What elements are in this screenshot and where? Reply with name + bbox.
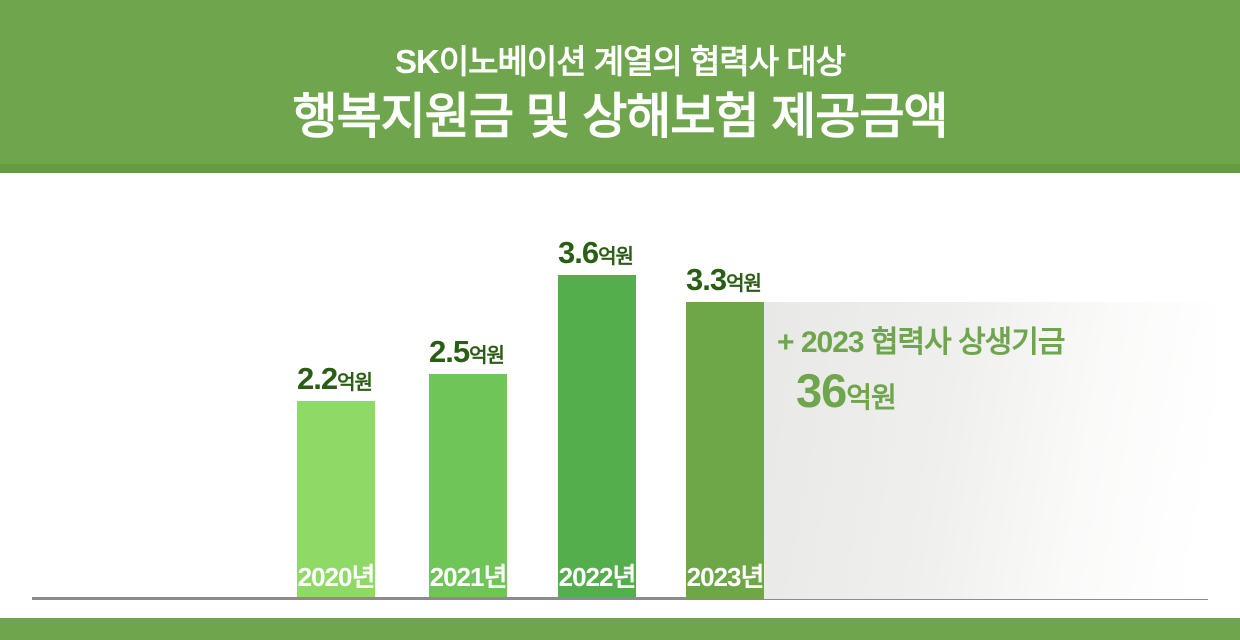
header-banner: SK이노베이션 계열의 협력사 대상 행복지원금 및 상해보험 제공금액: [0, 0, 1240, 173]
bar-year-label: 2020년: [297, 562, 376, 592]
footer-banner: [0, 618, 1240, 640]
bar-value-unit: 억원: [337, 372, 373, 394]
bar-year-label: 2022년: [558, 562, 637, 592]
callout-annotation-amount: 36억원: [763, 361, 1215, 418]
callout-annotation-text: + 2023 협력사 상생기금: [777, 326, 1065, 359]
callout-unit: 억원: [846, 382, 897, 413]
bar-value-unit: 억원: [726, 273, 762, 295]
bar-value-number: 3.6: [558, 235, 599, 270]
bar-value-2022: 3.6억원: [558, 235, 634, 271]
bar-value-2023: 3.3억원: [686, 262, 762, 298]
bar-value-number: 3.3: [686, 262, 727, 297]
bar-value-number: 2.5: [429, 334, 470, 369]
header-bottom-strip: [0, 164, 1240, 173]
callout-number: 36: [796, 364, 847, 417]
bar-2021: 2.5억원 2021년: [429, 334, 508, 599]
bar-year-label: 2023년: [686, 562, 765, 592]
bar-year-label: 2021년: [429, 562, 508, 592]
bar-value-2020: 2.2억원: [297, 361, 373, 397]
chart-baseline: [32, 597, 1208, 600]
bar-2020: 2.2억원 2020년: [297, 361, 376, 599]
bar-value-unit: 억원: [469, 345, 505, 367]
bar-value-unit: 억원: [598, 246, 634, 268]
chart-title: 행복지원금 및 상해보험 제공금액: [292, 90, 949, 144]
bar-value-number: 2.2: [297, 361, 338, 396]
chart-subtitle: SK이노베이션 계열의 협력사 대상: [394, 43, 846, 80]
bar-2022: 3.6억원 2022년: [558, 235, 637, 599]
callout-box: + 2023 협력사 상생기금 36억원: [763, 302, 1215, 599]
bar-2023: 3.3억원 2023년: [686, 262, 765, 599]
bar-value-2021: 2.5억원: [429, 334, 505, 370]
